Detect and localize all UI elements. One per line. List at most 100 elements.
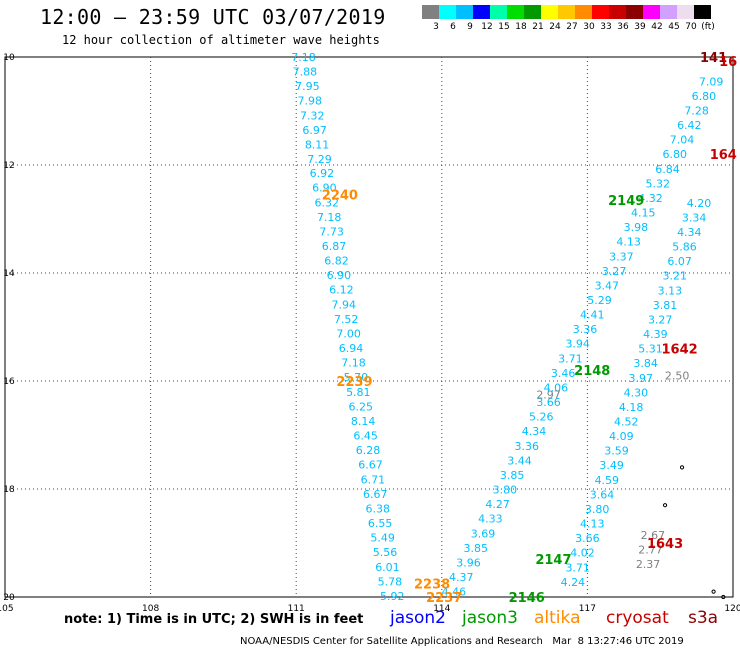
- wave-height-value: 6.67: [358, 459, 383, 472]
- color-legend: 3 6 9 12 15 18 21 24 27 30 33 36 39 42 45 70 (ft): [422, 5, 715, 33]
- legend-label: 12: [481, 22, 493, 32]
- wave-height-value: 4.15: [631, 207, 656, 220]
- wave-height-value: 7.18: [291, 51, 316, 64]
- wave-height-value: 4.13: [580, 518, 605, 531]
- x-tick-label: 120: [724, 604, 740, 614]
- wave-height-value: 4.20: [687, 197, 712, 210]
- pass-number-label: 164: [710, 148, 737, 163]
- legend-swatch: [694, 5, 711, 19]
- x-tick-label: 108: [142, 604, 159, 614]
- wave-height-value: 3.66: [575, 532, 600, 545]
- wave-height-value: 6.80: [663, 148, 688, 161]
- map-title: 12:00 — 23:59 UTC 03/07/2019: [40, 5, 386, 29]
- wave-height-value: 5.32: [646, 177, 671, 190]
- wave-height-value: 3.46: [551, 367, 576, 380]
- legend-label: 70: [685, 22, 697, 32]
- pass-number-label: 2238: [414, 578, 450, 593]
- pass-number-label: 2147: [535, 553, 571, 568]
- wave-height-value: 5.86: [672, 241, 697, 254]
- legend-label: 9: [467, 22, 473, 32]
- wave-height-value: 3.13: [658, 284, 683, 297]
- wave-height-value: 3.36: [573, 323, 598, 336]
- pass-number-label: 141: [700, 51, 727, 66]
- wave-height-value: 7.04: [670, 134, 695, 147]
- legend-label: 24: [549, 22, 561, 32]
- x-tick-label: 117: [579, 604, 596, 614]
- legend-swatch: [524, 5, 541, 19]
- pass-number-label: 2239: [336, 375, 372, 390]
- wave-height-value: 4.09: [609, 430, 634, 443]
- wave-height-value: 7.28: [684, 104, 709, 117]
- wave-height-value: 5.81: [346, 386, 371, 399]
- wave-height-value: 8.14: [351, 415, 376, 428]
- wave-height-value: 7.73: [319, 225, 344, 238]
- y-tick-label: 16: [3, 377, 15, 387]
- wave-height-value: 4.59: [595, 474, 620, 487]
- legend-label: 36: [617, 22, 629, 32]
- legend-labels: 3 6 9 12 15 18 21 24 27 30 33 36 39 42 45 70 (ft): [422, 19, 715, 33]
- wave-height-value: 6.12: [329, 284, 354, 297]
- wave-height-value: 3.27: [602, 265, 627, 278]
- y-tick-label: 18: [3, 485, 15, 495]
- wave-height-value: 3.37: [609, 250, 634, 263]
- legend-swatch: [592, 5, 609, 19]
- pass-number-label: 2149: [608, 194, 644, 209]
- legend-label: 33: [600, 22, 612, 32]
- wave-height-value: 3.94: [565, 338, 590, 351]
- y-tick-label: 10: [3, 53, 15, 63]
- wave-height-value: 6.97: [302, 124, 327, 137]
- y-tick-label: 20: [3, 593, 15, 603]
- wave-height-value: 2.37: [636, 558, 661, 571]
- wave-height-value: 3.34: [682, 211, 707, 224]
- wave-height-value: 3.84: [633, 357, 658, 370]
- wave-height-value: 6.45: [353, 430, 378, 443]
- pass-number-label: 16: [719, 55, 737, 70]
- x-tick-label: 105: [0, 604, 14, 614]
- legend-swatch: [626, 5, 643, 19]
- wave-height-value: 3.80: [493, 484, 518, 497]
- wave-height-value: 3.85: [500, 469, 525, 482]
- wave-height-value: 4.32: [638, 192, 663, 205]
- wave-height-value: 4.02: [570, 547, 595, 560]
- wave-height-value: 2.77: [638, 543, 663, 556]
- wave-height-value: 3.36: [514, 440, 539, 453]
- wave-height-value: 6.25: [348, 400, 373, 413]
- wave-height-value: 6.90: [327, 269, 352, 282]
- wave-height-value: 6.90: [312, 182, 337, 195]
- wave-height-value: 6.01: [375, 561, 400, 574]
- pass-number-label: 2146: [509, 591, 545, 606]
- wave-height-value: 4.33: [478, 513, 503, 526]
- wave-height-value: 2.50: [665, 370, 690, 383]
- wave-height-value: 5.56: [373, 546, 398, 559]
- wave-height-value: 3.59: [604, 445, 629, 458]
- wave-height-value: 6.92: [310, 167, 335, 180]
- island-shape: [721, 594, 726, 600]
- wave-height-value: 7.29: [307, 153, 332, 166]
- legend-swatch: [677, 5, 694, 19]
- credit-text: NOAA/NESDIS Center for Satellite Applica…: [240, 636, 543, 647]
- wave-height-value: 4.06: [544, 381, 569, 394]
- island-shape: [679, 465, 685, 470]
- wave-height-value: 3.85: [464, 542, 489, 555]
- wave-height-value: 6.67: [363, 488, 388, 501]
- legend-label: 6: [450, 22, 456, 32]
- wave-height-value: 6.42: [677, 119, 702, 132]
- wave-height-value: 7.00: [336, 327, 361, 340]
- wave-height-value: 4.34: [522, 425, 547, 438]
- wave-height-value: 3.27: [648, 313, 673, 326]
- wave-height-value: 3.80: [585, 503, 610, 516]
- wave-height-value: 5.92: [380, 590, 405, 603]
- wave-height-value: 5.78: [378, 575, 403, 588]
- wave-height-value: 6.55: [368, 517, 393, 530]
- legend-label: (ft): [701, 22, 715, 32]
- wave-height-value: 7.32: [300, 109, 325, 122]
- satellite-jason3: jason3: [462, 608, 518, 628]
- wave-height-value: 7.09: [699, 75, 724, 88]
- wave-height-value: 3.97: [629, 372, 654, 385]
- legend-swatch: [456, 5, 473, 19]
- legend-label: 3: [433, 22, 439, 32]
- wave-height-value: 3.47: [595, 279, 620, 292]
- wave-height-value: 6.28: [356, 444, 381, 457]
- legend-swatch: [490, 5, 507, 19]
- wave-height-value: 3.44: [507, 454, 532, 467]
